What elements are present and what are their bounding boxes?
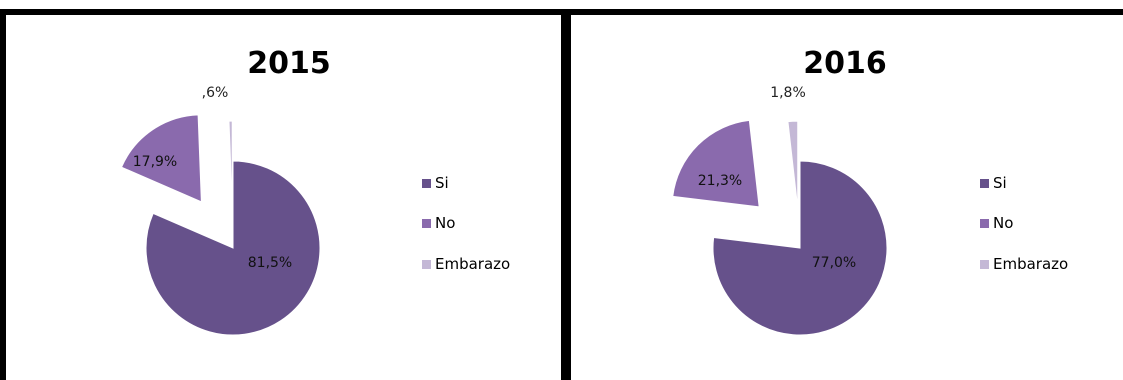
- legend-label-no: No: [435, 214, 455, 232]
- legend-swatch-si: [422, 179, 431, 188]
- pie-slices: [672, 119, 888, 336]
- pie-slice-no: [120, 114, 202, 203]
- legend-label-si: Si: [993, 174, 1007, 192]
- pie-chart-2016: 2016 77,0% 21,3% 1,8% Si No Embarazo: [672, 46, 1068, 336]
- legend-swatch-no: [422, 219, 431, 228]
- legend-swatch-embarazo: [422, 260, 431, 269]
- data-label-embarazo: 1,8%: [770, 85, 806, 101]
- data-labels: 81,5% 17,9% ,6%: [133, 85, 292, 271]
- data-label-embarazo: ,6%: [202, 85, 229, 101]
- legend-swatch-embarazo: [980, 260, 989, 269]
- pie-slice-si: [712, 160, 888, 336]
- chart-title: 2016: [803, 46, 887, 81]
- chart-title: 2015: [247, 46, 331, 81]
- legend-swatch-no: [980, 219, 989, 228]
- data-labels: 77,0% 21,3% 1,8%: [698, 85, 856, 271]
- pie-slice-embarazo: [228, 120, 233, 209]
- data-label-si: 81,5%: [248, 255, 292, 271]
- legend: Si No Embarazo: [980, 174, 1068, 273]
- data-label-no: 21,3%: [698, 173, 742, 189]
- pie-slice-embarazo: [787, 120, 799, 209]
- chart-panel-2015: 2015 81,5% 17,9% ,6% Si No Embarazo: [0, 9, 566, 380]
- legend-label-no: No: [993, 214, 1013, 232]
- pie-chart-2015: 2015 81,5% 17,9% ,6% Si No Embarazo: [120, 46, 510, 336]
- legend-label-embarazo: Embarazo: [993, 255, 1068, 273]
- data-label-no: 17,9%: [133, 154, 177, 170]
- legend-label-embarazo: Embarazo: [435, 255, 510, 273]
- pie-slice-si: [145, 160, 321, 336]
- data-label-si: 77,0%: [812, 255, 856, 271]
- legend-label-si: Si: [435, 174, 449, 192]
- legend-swatch-si: [980, 179, 989, 188]
- legend: Si No Embarazo: [422, 174, 510, 273]
- chart-panel-2016: 2016 77,0% 21,3% 1,8% Si No Embarazo: [566, 9, 1123, 380]
- pie-slices: [120, 114, 321, 336]
- pie-slice-no: [672, 119, 760, 208]
